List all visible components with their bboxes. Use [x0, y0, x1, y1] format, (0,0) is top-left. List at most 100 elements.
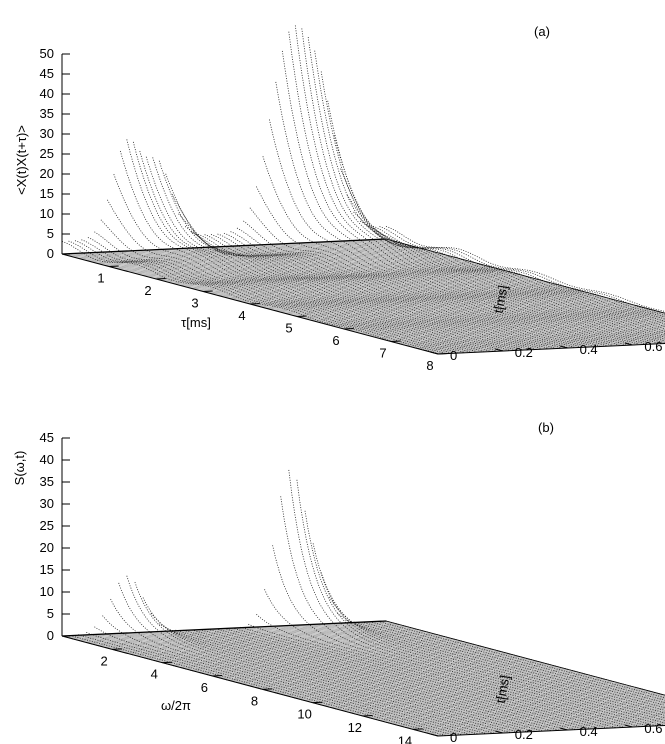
- far-edge-line: [385, 620, 665, 696]
- surface-curve: [304, 510, 665, 721]
- x-tick-label: 8: [426, 358, 433, 373]
- y-tick-labels-b: 00.20.40.60.81: [450, 721, 662, 744]
- surface-curve: [178, 213, 555, 349]
- y-tick-mark: [624, 342, 633, 346]
- surface-curve: [110, 598, 487, 735]
- surface-base-b: [61, 620, 665, 737]
- surface-grid-line: [88, 634, 466, 735]
- surface-curve: [86, 632, 463, 736]
- surface-curve: [126, 575, 503, 734]
- surface-curve: [294, 25, 665, 342]
- surface-grid-line: [229, 628, 606, 729]
- surface-grid-line: [272, 244, 649, 345]
- surface-curve: [345, 619, 665, 709]
- surface-grid-line: [294, 243, 665, 343]
- surface-grid-line: [353, 240, 665, 324]
- x-tick-labels-b: 2 4 6 8 10 12 14: [101, 653, 413, 744]
- z-tick-label: 0: [47, 246, 54, 261]
- surface-curve: [240, 626, 617, 729]
- surface-curve: [230, 231, 607, 347]
- surface-curve: [346, 194, 665, 325]
- z-tick-label: 0: [47, 628, 54, 643]
- surface-grid-line: [121, 251, 498, 352]
- y-tick-label: 0: [450, 730, 457, 744]
- surface-grid-line: [223, 246, 601, 347]
- z-tick-label: 10: [40, 584, 54, 599]
- surface-grid-line: [321, 241, 665, 334]
- y-tick-mark: [430, 351, 439, 355]
- z-tick-label: 30: [40, 496, 54, 511]
- surface-grid-line: [148, 249, 525, 351]
- surface-grid-line: [72, 253, 449, 354]
- surface-curve: [359, 220, 665, 320]
- surface-grid-line: [72, 635, 449, 736]
- surface-curve: [328, 596, 665, 714]
- surface-curve: [165, 173, 542, 350]
- y-axis-line: [437, 342, 665, 355]
- surface-grid-line: [326, 623, 665, 714]
- surface-curve: [296, 479, 665, 724]
- surface-grid-line: [191, 629, 568, 731]
- surface-grid-line: [375, 239, 665, 317]
- surface-grid-line: [369, 621, 665, 701]
- z-tick-label: 20: [40, 540, 54, 555]
- surface-curve: [307, 37, 665, 338]
- x-tick-label: 12: [348, 720, 362, 735]
- surface-grid-line: [132, 250, 509, 351]
- z-tick-labels-b: 0 5 10 15 20 25 30 35 40 45: [40, 430, 54, 643]
- surface-grid-line: [115, 251, 493, 352]
- surface-curve: [269, 119, 646, 345]
- surface-curve: [171, 194, 549, 349]
- x-tick-label: 5: [285, 321, 292, 336]
- z-tick-label: 5: [47, 606, 54, 621]
- surface-curve: [301, 28, 665, 340]
- surface-curve: [320, 572, 665, 716]
- surface-grid-line: [326, 241, 665, 332]
- surface-grid-line: [180, 630, 557, 731]
- surface-curve: [288, 31, 665, 344]
- surface-curve: [385, 226, 665, 312]
- surface-curve: [142, 597, 520, 733]
- y-tick-mark: [495, 730, 503, 734]
- surface-curve: [113, 174, 490, 352]
- y-tick-label: 0.4: [580, 724, 598, 739]
- surface-curve: [81, 239, 458, 353]
- surface-b: [61, 437, 665, 737]
- x-tick-label: 4: [151, 667, 158, 682]
- x-tick-label: 4: [238, 308, 245, 323]
- surface-grid-line: [310, 242, 665, 338]
- x-tick-label: 2: [144, 283, 151, 298]
- x-tick-label: 10: [297, 707, 311, 722]
- surface-grid-line: [159, 249, 536, 350]
- surface-grid-line: [99, 634, 476, 735]
- z-tick-labels-a: 0 5 10 15 20 25 30 35 40 45 50: [40, 46, 54, 261]
- surface-curve: [327, 100, 665, 332]
- surface-grid-line: [110, 251, 487, 352]
- x-tick-label: 6: [201, 680, 208, 695]
- z-tick-label: 40: [40, 452, 54, 467]
- surface-grid-line: [310, 624, 665, 720]
- surface-grid-line: [250, 627, 628, 728]
- surface-curve: [61, 241, 439, 354]
- y-tick-mark: [430, 733, 439, 737]
- y-tick-labels-a: 00.20.40.60.81: [450, 339, 662, 363]
- surface-grid-line: [196, 247, 574, 348]
- surface-grid-line: [159, 631, 536, 732]
- surface-curve: [175, 629, 552, 732]
- z-tick-label: 40: [40, 86, 54, 101]
- surface-curve: [78, 634, 455, 736]
- surface-grid-line: [94, 252, 471, 353]
- surface-grid-line: [191, 247, 568, 349]
- y-tick-mark: [559, 727, 568, 731]
- surface-grid-line: [245, 627, 622, 728]
- surface-grid-line: [380, 621, 665, 698]
- surface-curves-a: [61, 25, 665, 354]
- surface-grid-line: [164, 631, 541, 732]
- y-tick-mark: [559, 345, 568, 349]
- x-tick-label: 7: [379, 346, 386, 361]
- axes-a: [61, 53, 665, 355]
- y-tick-label: 0: [450, 348, 457, 363]
- y-tick-mark: [624, 724, 633, 728]
- surface-grid-line: [267, 244, 644, 345]
- surface-grid-line: [358, 622, 665, 704]
